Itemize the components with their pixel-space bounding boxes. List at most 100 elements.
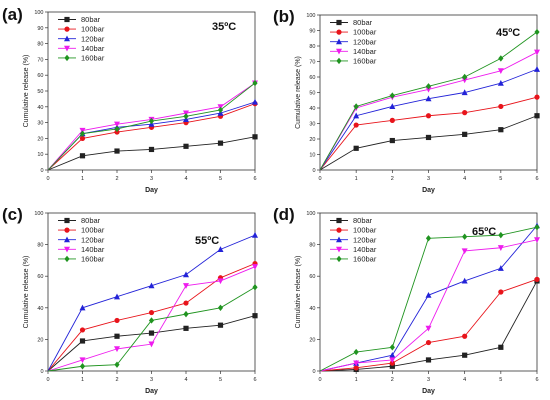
series-160bar [47,79,258,171]
legend-label-140bar: 140bar [353,47,377,56]
data-point-140bar-day-5 [497,245,504,251]
legend-label-160bar: 160bar [353,255,377,264]
data-point-100bar-day-3 [425,339,432,346]
data-point-160bar-day-1 [79,363,86,370]
x-tick-label: 1 [355,176,358,182]
x-axis-label: Day [145,187,158,194]
data-point-120bar-day-2 [389,103,396,110]
data-point-80bar-day-3 [425,134,432,141]
legend-marker-80bar [64,16,70,23]
data-point-120bar-day-1 [79,304,86,311]
y-tick-label: 40 [309,106,315,112]
panel-c: 0 20 40 60 80 100 0 1 2 3 4 5 6 Day Cumulative release… [2,205,258,395]
data-point-120bar-day-3 [148,282,155,289]
data-point-80bar-day-4 [462,131,468,137]
x-tick-label: 5 [219,377,222,383]
data-point-80bar-day-1 [79,338,86,344]
data-point-100bar-day-2 [114,317,120,324]
legend-label-100bar: 100bar [353,226,377,235]
data-point-160bar-day-3 [148,317,155,324]
y-tick-label: 0 [40,369,43,375]
y-tick-label: 80 [37,243,43,249]
data-point-80bar-day-5 [498,344,504,350]
x-tick-label: 2 [115,377,118,383]
data-point-160bar-day-2 [389,344,395,351]
data-point-140bar-day-1 [79,357,86,364]
data-point-160bar-day-3 [148,117,155,125]
series-160bar [319,224,540,372]
data-point-120bar-day-4 [461,89,468,96]
legend-label-80bar: 80bar [81,15,101,24]
data-point-140bar-day-5 [497,68,504,74]
data-point-120bar-day-6 [252,231,258,238]
x-tick-label: 4 [463,377,466,383]
legend-marker-160bar [64,255,70,263]
x-tick-label: 0 [318,176,321,182]
data-point-80bar-day-2 [114,333,120,339]
x-tick-label: 6 [253,176,256,182]
y-tick-label: 100 [306,211,315,217]
x-tick-label: 0 [46,377,49,383]
series-160bar [47,284,258,372]
data-point-160bar-day-4 [183,113,189,120]
temperature-annotation: 55ºC [195,235,219,247]
y-tick-label: 10 [37,152,43,158]
y-tick-label: 50 [37,89,43,95]
y-axis-label: Cumulative release (%) [23,55,30,128]
data-point-160bar-day-4 [462,233,468,240]
data-point-80bar-day-4 [462,352,468,358]
data-point-160bar-day-5 [498,231,504,239]
data-point-120bar-day-6 [534,66,540,72]
data-point-160bar-day-6 [252,284,258,291]
data-point-160bar-day-2 [389,92,395,99]
y-tick-label: 90 [37,26,43,32]
y-tick-label: 20 [37,337,43,343]
temperature-annotation: 45ºC [496,27,520,39]
data-point-80bar-day-5 [217,322,224,328]
y-tick-label: 100 [306,13,315,19]
data-point-80bar-day-4 [183,325,189,331]
y-tick-label: 60 [309,75,315,81]
data-point-120bar-day-5 [497,80,504,86]
data-point-80bar-day-6 [252,134,258,140]
data-point-160bar-day-3 [425,83,432,90]
data-point-100bar-day-6 [534,94,540,100]
panel-label-a: (a) [2,5,23,24]
data-point-140bar-day-6 [252,264,258,270]
y-tick-label: 70 [309,60,315,66]
temperature-annotation: 35ºC [212,21,236,33]
legend-label-120bar: 120bar [81,34,105,43]
x-tick-label: 4 [184,377,187,383]
legend-label-80bar: 80bar [81,216,101,225]
x-tick-label: 6 [253,377,256,383]
data-point-140bar-day-6 [534,237,540,244]
legend-marker-160bar [336,57,342,65]
data-point-160bar-day-4 [183,310,189,318]
y-tick-label: 20 [37,136,43,142]
legend-label-160bar: 160bar [81,255,105,264]
plot-frame [47,11,256,171]
y-tick-label: 80 [309,44,315,50]
x-tick-label: 1 [355,377,358,383]
data-point-160bar-day-1 [79,130,86,137]
y-tick-label: 50 [309,91,315,97]
x-tick-label: 0 [318,377,321,383]
data-point-100bar-day-2 [389,117,395,123]
data-point-140bar-day-2 [389,357,396,364]
series-160bar [319,28,540,171]
data-point-120bar-day-3 [425,95,432,102]
y-tick-label: 90 [309,29,315,35]
legend-label-140bar: 140bar [353,245,377,254]
legend-label-120bar: 120bar [353,37,377,46]
x-tick-label: 1 [81,176,84,182]
data-point-80bar-day-6 [534,113,540,119]
data-point-80bar-day-2 [114,148,120,154]
data-point-80bar-day-1 [353,145,359,151]
legend-marker-160bar [64,54,70,62]
series-line-120bar [47,101,256,171]
data-point-140bar-day-2 [114,346,120,353]
data-point-100bar-day-5 [498,289,504,295]
y-tick-label: 30 [37,121,43,127]
